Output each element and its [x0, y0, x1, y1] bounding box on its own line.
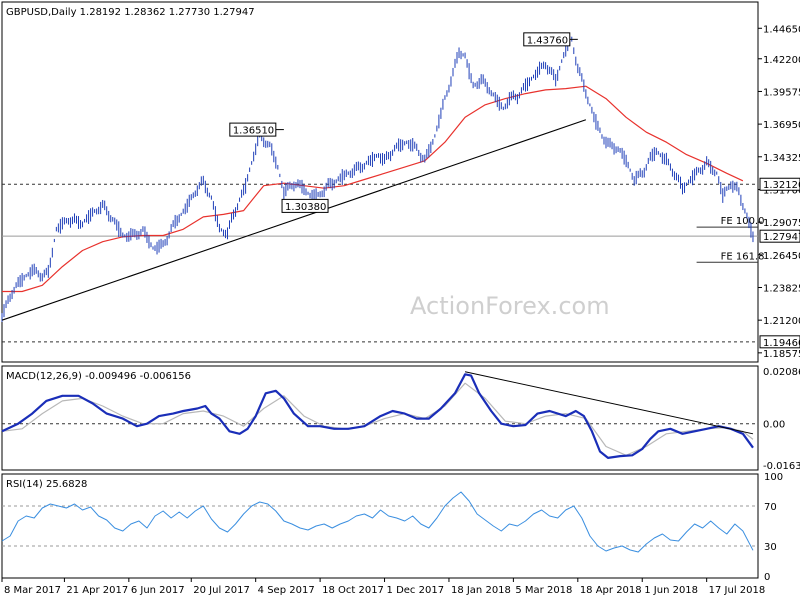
x-tick-label: 8 Mar 2017 — [4, 585, 61, 596]
price-tick-label: 1.36950 — [763, 120, 800, 131]
macd-main-line — [1, 373, 754, 459]
rsi-title: RSI(14) 25.6828 — [6, 479, 87, 490]
annotation-1: 1.30380 — [281, 198, 329, 213]
rsi-tick-label: 30 — [764, 542, 777, 553]
support-level-label: 1.19460 — [759, 335, 800, 349]
rsi-tick-label: 100 — [764, 472, 783, 483]
current-price-label: 1.27947 — [759, 229, 800, 243]
price-tick-label: 1.29075 — [763, 218, 800, 229]
x-axis: 8 Mar 2017 21 Apr 2017 6 Jun 2017 20 Jul 20… — [1, 578, 766, 596]
price-tick-label: 1.18575 — [763, 349, 800, 360]
x-tick-label: 5 Mar 2018 — [515, 585, 572, 596]
price-label-text: 1.27947 — [763, 232, 800, 243]
price-tick-label: 1.23825 — [763, 283, 800, 294]
chart-header: GBPUSD,Daily 1.28192 1.28362 1.27730 1.2… — [6, 7, 255, 18]
price-panel-frame — [1, 1, 759, 363]
fe-label-4: FE 161.8 — [721, 251, 765, 262]
fe-label-3: FE 100.0 — [721, 216, 765, 227]
x-tick-label: 6 Jun 2017 — [131, 585, 185, 596]
macd-tick-label: -0.016357 — [763, 461, 800, 472]
macd-title: MACD(12,26,9) -0.009496 -0.006156 — [6, 371, 191, 382]
price-tick-label: 1.26450 — [763, 251, 800, 262]
price-label-text: 1.19460 — [763, 338, 800, 349]
x-tick-label: 20 Jul 2017 — [193, 585, 250, 596]
price-label-box — [759, 229, 800, 243]
annotation-label: 1.36510 — [233, 126, 274, 137]
price-panel: GBPUSD,Daily 1.28192 1.28362 1.27730 1.2… — [1, 1, 800, 363]
price-trendline — [1, 119, 587, 321]
price-tick-label: 1.42200 — [763, 55, 800, 66]
x-tick-label: 1 Jun 2018 — [644, 585, 698, 596]
price-tick-label: 1.39575 — [763, 87, 800, 98]
x-tick-label: 21 Apr 2017 — [66, 585, 128, 596]
rsi-line — [1, 491, 754, 553]
rsi-panel-frame — [1, 473, 759, 579]
annotation-label: 1.43760 — [527, 35, 568, 46]
x-tick-label: 18 Apr 2018 — [580, 585, 642, 596]
level-price-label: 1.32120 — [759, 177, 800, 191]
rsi-panel: RSI(14) 25.6828 100 70 30 0 — [1, 472, 783, 583]
price-label-box — [759, 335, 800, 349]
price-tick-label: 1.34325 — [763, 153, 800, 164]
x-tick-label: 18 Jan 2018 — [451, 585, 511, 596]
price-tick-label: 1.44650 — [763, 24, 800, 35]
x-tick-label: 17 Jul 2018 — [709, 585, 766, 596]
annotation-box — [281, 198, 329, 213]
moving-average-line — [2, 85, 744, 293]
annotation-2: 1.43760 — [523, 32, 578, 47]
x-tick-label: 18 Oct 2017 — [322, 585, 384, 596]
rsi-tick-label: 70 — [764, 502, 777, 513]
x-tick-label: 4 Sep 2017 — [258, 585, 315, 596]
price-label-box — [759, 177, 800, 191]
annotation-0: 1.36510 — [229, 122, 284, 137]
rsi-tick-label: 0 — [764, 572, 770, 583]
watermark: ActionForex.com — [410, 292, 610, 320]
macd-tick-label: 0.020861 — [763, 367, 800, 378]
annotation-label: 1.30380 — [285, 202, 326, 213]
macd-trendline — [464, 371, 754, 435]
price-tick-label: 1.31700 — [763, 185, 800, 196]
price-label-text: 1.32120 — [763, 180, 800, 191]
annotation-box — [523, 32, 571, 47]
annotation-box — [229, 122, 277, 137]
price-tick-label: 1.21200 — [763, 316, 800, 327]
x-tick-label: 1 Dec 2017 — [387, 585, 445, 596]
macd-panel-frame — [1, 365, 759, 471]
macd-tick-label: 0.00 — [763, 420, 785, 431]
macd-panel: MACD(12,26,9) -0.009496 -0.006156 0.0208… — [1, 365, 800, 472]
